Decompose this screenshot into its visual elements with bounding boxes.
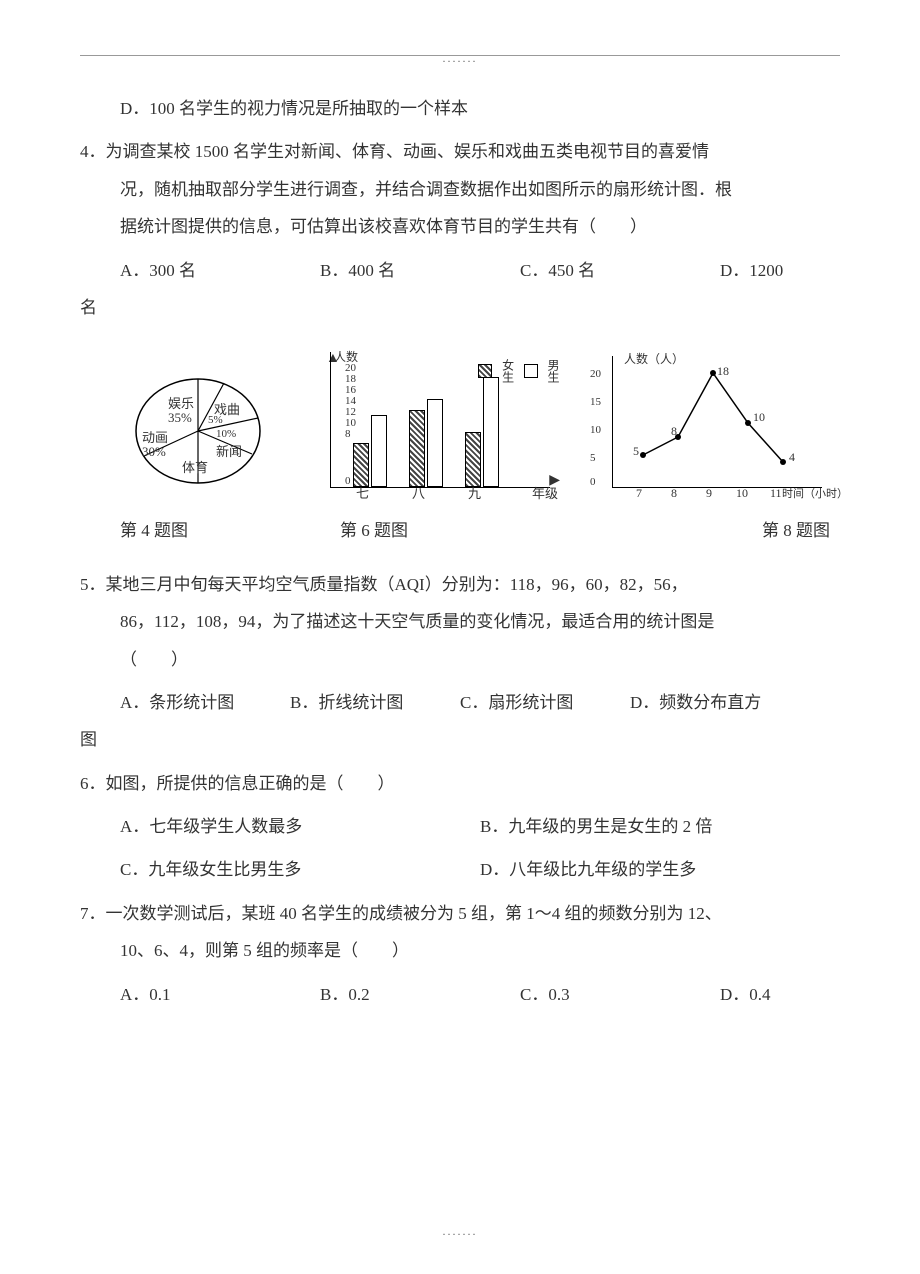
page-content: D．100 名学生的视力情况是所抽取的一个样本 4．为调查某校 1500 名学生… (80, 90, 840, 1013)
header-dots: ....... (443, 45, 478, 71)
pie-label-yule-pct: 35% (168, 404, 192, 433)
q4-opt-b: B．400 名 (320, 252, 520, 289)
ytick-0: 0 (345, 469, 351, 493)
q6-opt-b: B．九年级的男生是女生的 2 倍 (480, 808, 840, 845)
q7-options: A．0.1 B．0.2 C．0.3 D．0.4 (80, 976, 840, 1013)
ly-15: 15 (590, 390, 601, 414)
footer-dots: ....... (443, 1218, 478, 1244)
bar-g8-f (409, 410, 425, 487)
q7-opt-d: D．0.4 (720, 976, 771, 1013)
pie-chart-q4: 娱乐 35% 戏曲 5% 10% 新闻 体育 动画 30% (120, 346, 280, 506)
q4-opt-d: D．1200 (720, 252, 783, 289)
lx-11: 11 (770, 480, 782, 506)
q4-opt-c: C．450 名 (520, 252, 720, 289)
q3-option-d: D．100 名学生的视力情况是所抽取的一个样本 (80, 90, 840, 127)
lx-8: 8 (671, 480, 677, 506)
figure-captions: 第 4 题图 第 6 题图 第 8 题图 (80, 512, 840, 549)
header-rule (80, 55, 840, 56)
q7-line2: 10、6、4，则第 5 组的频率是（ ） (80, 932, 840, 969)
xcat-8: 八 (412, 480, 425, 509)
bar-g8-m (427, 399, 443, 487)
ly-0: 0 (590, 470, 596, 494)
bar-chart-q6: ▲ 人数 ▶ 20 18 16 14 12 10 8 0 (300, 346, 560, 506)
pie-label-tiyu: 体育 (182, 454, 208, 483)
legend-f-icon (478, 364, 492, 378)
lx-9: 9 (706, 480, 712, 506)
q6-options-1: A．七年级学生人数最多 B．九年级的男生是女生的 2 倍 (80, 808, 840, 845)
q5-line1: 5．某地三月中旬每天平均空气质量指数（AQI）分别为：118，96，60，82，… (80, 566, 840, 603)
q4-opt-d-cont: 名 (80, 289, 840, 326)
pt-4: 4 (789, 444, 795, 470)
legend-f-text: 女生 (494, 359, 520, 383)
bar-xlabel: 年级 (532, 480, 558, 509)
q4-line1: 4．为调查某校 1500 名学生对新闻、体育、动画、娱乐和戏曲五类电视节目的喜爱… (80, 133, 840, 170)
pie-label-donghua-pct: 30% (142, 438, 166, 467)
line-chart-q8: 人数（人） 5 8 18 10 4 20 15 10 5 0 (580, 346, 830, 506)
lx-7: 7 (636, 480, 642, 506)
q6-opt-d: D．八年级比九年级的学生多 (480, 851, 840, 888)
lx-10: 10 (736, 480, 748, 506)
q6-line1: 6．如图，所提供的信息正确的是（ ） (80, 765, 840, 802)
q6-opt-c: C．九年级女生比男生多 (120, 851, 480, 888)
legend-m-text: 男生 (540, 359, 566, 383)
xcat-7: 七 (356, 480, 369, 509)
q7-line1: 7．一次数学测试后，某班 40 名学生的成绩被分为 5 组，第 1～4 组的频数… (80, 895, 840, 932)
q7-opt-b: B．0.2 (320, 976, 520, 1013)
q5-line2: 86，112，108，94，为了描述这十天空气质量的变化情况，最适合用的统计图是 (80, 603, 840, 640)
q4-options: A．300 名 B．400 名 C．450 名 D．1200 (80, 252, 840, 289)
pie-label-xinwen: 新闻 (216, 438, 242, 467)
q4-opt-a: A．300 名 (120, 252, 320, 289)
q6-options-2: C．九年级女生比男生多 D．八年级比九年级的学生多 (80, 851, 840, 888)
bar-g9-m (483, 377, 499, 487)
pt-10: 10 (753, 404, 765, 430)
ly-10: 10 (590, 418, 601, 442)
q4-line2: 况，随机抽取部分学生进行调查，并结合调查数据作出如图所示的扇形统计图．根 (80, 171, 840, 208)
q5-opt-d: D．频数分布直方 (630, 684, 840, 721)
caption-q8: 第 8 题图 (670, 512, 840, 549)
ytick-8: 8 (345, 422, 351, 446)
figures-row: 娱乐 35% 戏曲 5% 10% 新闻 体育 动画 30% ▲ 人数 ▶ 20 … (120, 346, 840, 506)
ly-20: 20 (590, 362, 601, 386)
line-axes: 5 8 18 10 4 (612, 356, 822, 488)
q6-opt-a: A．七年级学生人数最多 (120, 808, 480, 845)
pt-5: 5 (633, 438, 639, 464)
q4-line3: 据统计图提供的信息，可估算出该校喜欢体育节目的学生共有（ ） (80, 208, 840, 245)
q5-line3: （ ） (80, 641, 840, 678)
bar-legend: 女生 男生 (478, 356, 566, 382)
bar-g7-m (371, 415, 387, 487)
q5-options: A．条形统计图 B．折线统计图 C．扇形统计图 D．频数分布直方 (80, 684, 840, 721)
q5-opt-b: B．折线统计图 (290, 684, 460, 721)
q5-opt-d-cont: 图 (80, 721, 840, 758)
q5-opt-a: A．条形统计图 (120, 684, 290, 721)
caption-q4: 第 4 题图 (120, 512, 340, 549)
pt-18: 18 (717, 358, 729, 384)
q7-opt-c: C．0.3 (520, 976, 720, 1013)
xcat-9: 九 (468, 480, 481, 509)
ly-5: 5 (590, 446, 596, 470)
pt-8: 8 (671, 418, 677, 444)
q7-opt-a: A．0.1 (120, 976, 320, 1013)
caption-q6: 第 6 题图 (340, 512, 670, 549)
legend-m-icon (524, 364, 538, 378)
line-xlabel: 时间（小时） (782, 482, 848, 506)
q5-opt-c: C．扇形统计图 (460, 684, 630, 721)
